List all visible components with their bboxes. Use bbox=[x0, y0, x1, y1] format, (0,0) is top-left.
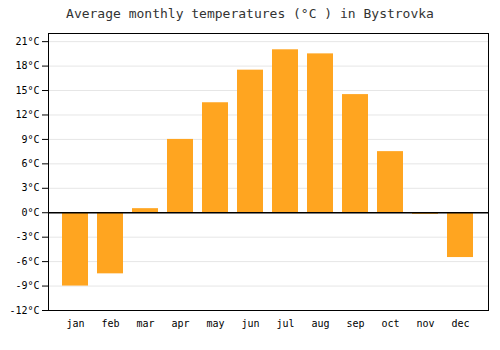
svg-text:-9°C: -9°C bbox=[15, 280, 39, 291]
svg-text:nov: nov bbox=[416, 318, 434, 329]
svg-text:mar: mar bbox=[136, 318, 154, 329]
svg-text:jan: jan bbox=[66, 318, 84, 329]
html-text:Average monthly temperatures (: Average monthly temperatures (°C ) in By… bbox=[66, 6, 434, 21]
svg-text:9°C: 9°C bbox=[21, 134, 39, 145]
svg-text:feb: feb bbox=[101, 318, 119, 329]
svg-text:-6°C: -6°C bbox=[15, 256, 39, 267]
svg-text:sep: sep bbox=[346, 318, 364, 329]
svg-text:oct: oct bbox=[381, 318, 399, 329]
svg-text:6°C: 6°C bbox=[21, 158, 39, 169]
svg-text:21°C: 21°C bbox=[15, 36, 39, 47]
svg-text:dec: dec bbox=[451, 318, 469, 329]
svg-text:0°C: 0°C bbox=[21, 207, 39, 218]
svg-text:aug: aug bbox=[311, 318, 329, 329]
svg-text:3°C: 3°C bbox=[21, 182, 39, 193]
svg-text:12°C: 12°C bbox=[15, 109, 39, 120]
svg-text:jul: jul bbox=[276, 318, 294, 329]
svg-text:15°C: 15°C bbox=[15, 85, 39, 96]
svg-text:may: may bbox=[206, 318, 224, 329]
svg-text:-3°C: -3°C bbox=[15, 231, 39, 242]
svg-text:18°C: 18°C bbox=[15, 60, 39, 71]
svg-text:jun: jun bbox=[241, 318, 259, 329]
svg-text:apr: apr bbox=[171, 318, 189, 329]
svg-text:-12°C: -12°C bbox=[9, 305, 39, 316]
